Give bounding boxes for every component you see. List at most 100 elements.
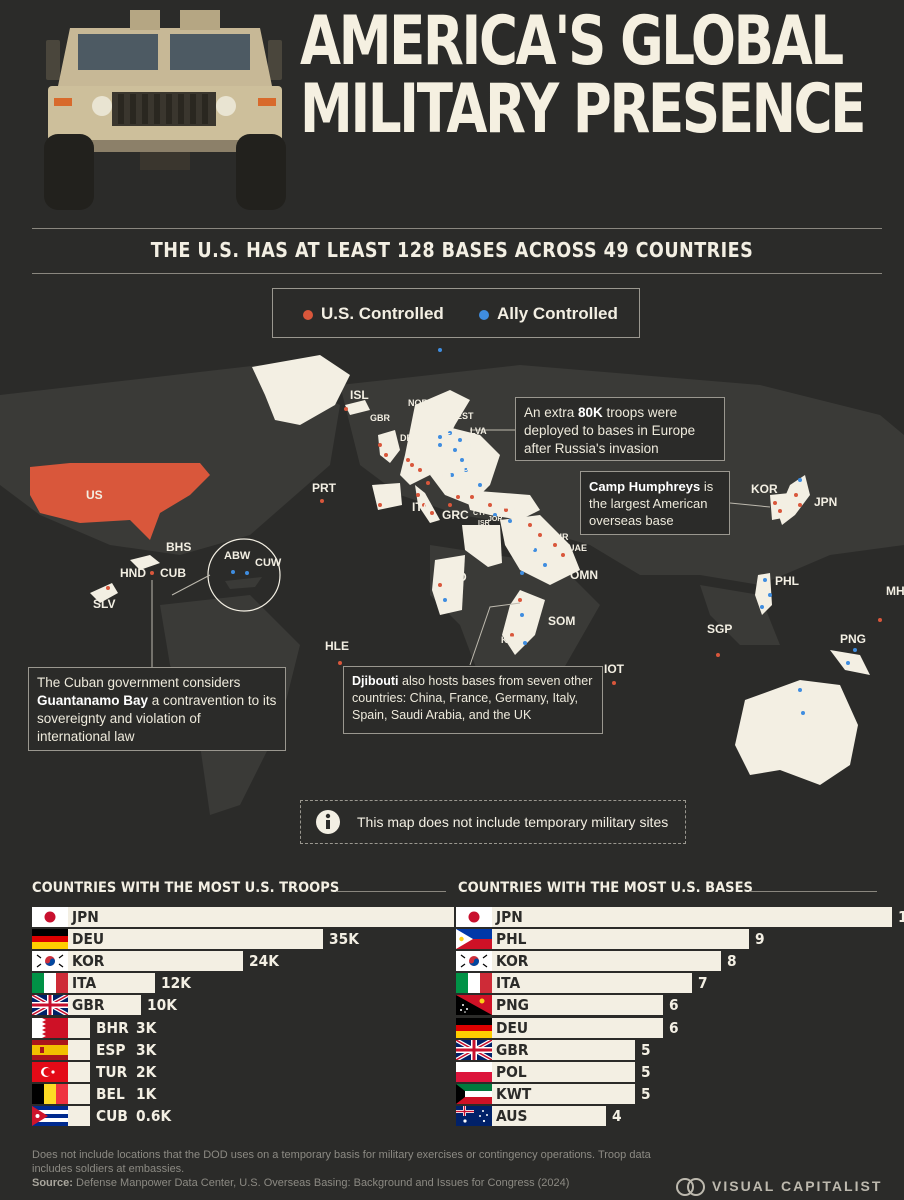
bar-value-label: 3K	[136, 1018, 157, 1037]
bar	[492, 1017, 664, 1038]
map-label-jor: JOR	[488, 516, 503, 523]
map-label-aus: AUS	[792, 732, 818, 746]
title-line-1: AMERICA'S GLOBAL	[300, 2, 844, 81]
map-label-phl: PHL	[775, 574, 799, 588]
bar	[492, 951, 721, 972]
bar-category-label: KWT	[496, 1084, 532, 1103]
note-djibouti: Djibouti also hosts bases from seven oth…	[343, 666, 603, 734]
map-label-tur: TUR	[486, 492, 505, 502]
map-label-uae: UAE	[568, 543, 588, 553]
greenland-shape	[252, 355, 350, 425]
bar-value-label: 10K	[146, 996, 177, 1015]
aus-flag-icon	[456, 1105, 492, 1126]
kor-flag-icon	[32, 951, 68, 972]
legend: U.S. Controlled Ally Controlled	[272, 288, 640, 338]
bar-category-label: GBR	[496, 1040, 529, 1059]
bar-value-label: 0.6K	[136, 1106, 172, 1125]
bar-category-label: BEL	[96, 1084, 125, 1103]
bar-row-pol: POL 5	[456, 1061, 904, 1082]
map-label-png: PNG	[840, 632, 867, 646]
map-label-abw: ABW	[224, 550, 251, 562]
bar-row-aus: AUS 4	[456, 1105, 904, 1126]
bar-row-kwt: KWT 5	[456, 1083, 904, 1104]
divider	[749, 891, 877, 892]
bar-value-label: 6	[669, 996, 680, 1015]
legend-label: Ally Controlled	[497, 304, 618, 323]
map-label-mhl: MHL	[886, 584, 904, 598]
jpn-flag-icon	[32, 907, 68, 927]
bar-value-label: 1K	[136, 1084, 157, 1103]
map-label-omn: OMN	[570, 568, 598, 582]
source-label: Source:	[32, 1177, 73, 1189]
phl-flag-icon	[456, 929, 492, 950]
map-label-isl: ISL	[350, 388, 369, 402]
bar	[68, 907, 454, 927]
orange-dot-icon	[303, 309, 313, 320]
kwt-flag-icon	[456, 1083, 492, 1104]
note-text: troops were deployed to bases in Europe …	[524, 405, 696, 456]
gbr-flag-icon	[32, 995, 68, 1016]
bar-value-label: 5	[640, 1084, 651, 1103]
troops-chart-title: COUNTRIES WITH THE MOST U.S. TROOPS	[32, 880, 340, 896]
note-cuba: The Cuban government considers Guantanam…	[28, 667, 286, 751]
map-label-cyp: CYP	[473, 510, 488, 517]
bar	[68, 1105, 90, 1126]
map-note: This map does not include temporary mili…	[300, 800, 686, 844]
visual-capitalist-logo-icon	[676, 1178, 705, 1196]
tur-flag-icon	[32, 1061, 68, 1082]
bar-value-label: 14	[898, 907, 904, 927]
bar-row-kor: KOR 8	[456, 951, 904, 972]
note-text: also hosts bases from seven other countr…	[352, 674, 593, 722]
page-title: AMERICA'S GLOBAL MILITARY PRESENCE	[300, 2, 866, 149]
note-text: An extra	[524, 405, 579, 420]
map-label-sgp: SGP	[707, 622, 733, 636]
europe-shape	[378, 430, 400, 463]
map-label-bhs: BHS	[166, 540, 192, 554]
blue-dot-icon	[479, 309, 489, 320]
bar-category-label: JPN	[72, 908, 99, 926]
map-label-isr: ISR	[478, 520, 490, 527]
bar-value-label: 35K	[328, 930, 359, 949]
note-bold: 80K	[578, 405, 603, 420]
bhr-flag-icon	[32, 1017, 68, 1038]
map-label-ken: KEN	[501, 635, 521, 645]
bar-category-label: ITA	[72, 974, 97, 993]
title-line-2: MILITARY PRESENCE	[300, 70, 866, 149]
bar-row-png: PNG 6	[456, 995, 904, 1016]
legend-label: U.S. Controlled	[321, 304, 444, 323]
bar	[68, 1061, 90, 1082]
brand-name: VISUAL CAPITALIST	[712, 1178, 883, 1194]
map-label-us: US	[86, 488, 103, 502]
map-label-egy: EGY	[473, 538, 499, 552]
bar	[68, 929, 323, 950]
bel-flag-icon	[32, 1083, 68, 1104]
bar-row-deu: DEU 35K	[32, 929, 498, 950]
bar-category-label: DEU	[496, 1018, 529, 1037]
legend-ally-controlled: Ally Controlled	[479, 304, 618, 324]
bar	[68, 951, 243, 972]
map-label-hnd: HND	[120, 566, 146, 580]
bar-row-gbr: GBR 10K	[32, 995, 498, 1016]
bar-row-ita: ITA 7	[456, 973, 904, 994]
note-bold: Djibouti	[352, 674, 399, 688]
bar-category-label: POL	[496, 1062, 527, 1081]
map-label-prt: PRT	[312, 481, 336, 495]
bar	[68, 995, 141, 1016]
bar-value-label: 8	[726, 952, 737, 971]
bar	[68, 1017, 90, 1038]
map-label-cub: CUB	[160, 566, 186, 580]
footer: Does not include locations that the DOD …	[32, 1148, 652, 1190]
map-label-bhr: BHR	[549, 532, 569, 542]
note-text: The Cuban government considers	[37, 675, 241, 690]
deu-flag-icon	[456, 1017, 492, 1038]
bar-row-bel: BEL 1K	[32, 1083, 498, 1104]
note-humphreys: Camp Humphreys is the largest American o…	[580, 471, 730, 535]
map-label-deu: DEU	[400, 433, 420, 443]
cub-flag-icon	[32, 1105, 68, 1126]
map-label-cuw: CUW	[255, 557, 282, 569]
caribbean-inset	[207, 538, 281, 612]
bar-row-deu: DEU 6	[456, 1017, 904, 1038]
bar-category-label: GBR	[72, 996, 105, 1015]
bar-row-tur: TUR 2K	[32, 1061, 498, 1082]
bar-value-label: 9	[755, 930, 765, 949]
